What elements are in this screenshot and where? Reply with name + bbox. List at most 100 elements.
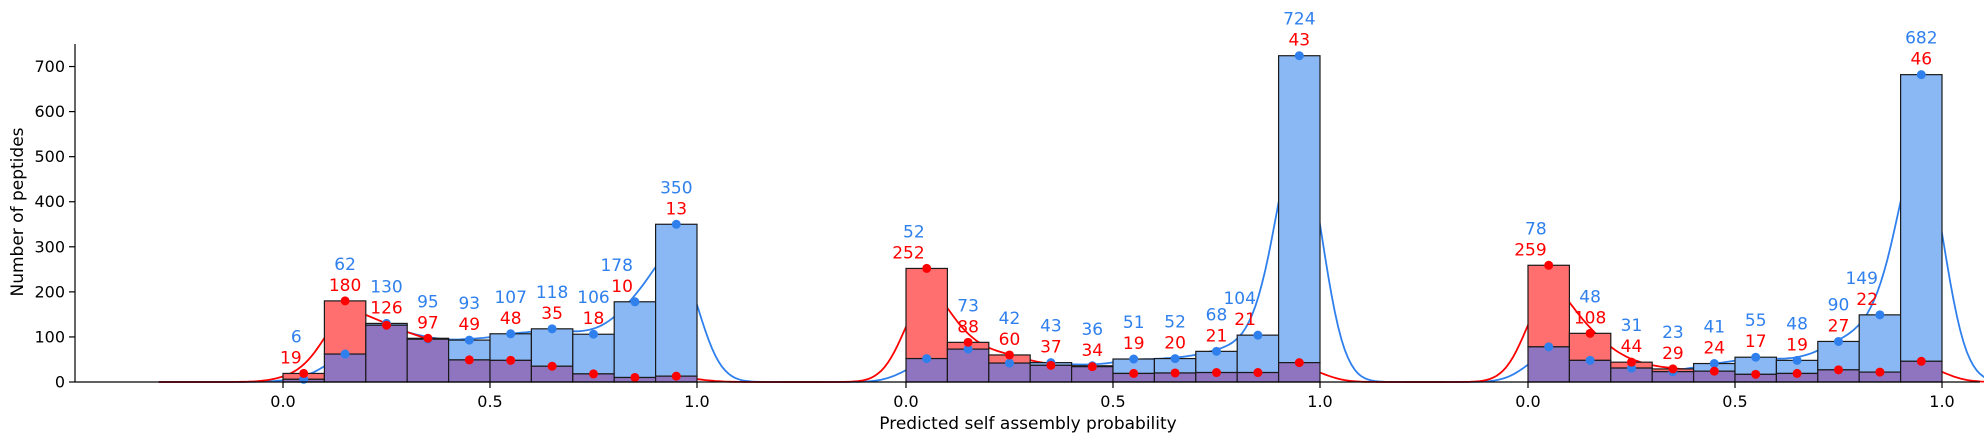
- blue-data-label: 104: [1223, 289, 1255, 309]
- blue-data-label: 6: [291, 327, 302, 347]
- y-tick-label: 600: [34, 102, 65, 121]
- blue-data-label: 23: [1662, 323, 1684, 343]
- y-tick-label: 100: [34, 327, 65, 346]
- blue-bin-marker: [1751, 352, 1761, 362]
- blue-data-label: 178: [600, 256, 632, 276]
- blue-data-label: 90: [1828, 295, 1850, 315]
- histogram-bar: [905, 267, 949, 360]
- red-bin-marker: [1170, 368, 1180, 378]
- red-data-label: 24: [1703, 339, 1725, 359]
- red-bin-marker: [1834, 365, 1843, 375]
- blue-bin-marker: [506, 329, 516, 339]
- histogram-bar: [1568, 332, 1612, 361]
- blue-bin-marker: [464, 335, 474, 345]
- x-tick-label: 0.5: [477, 392, 502, 411]
- blue-data-label: 68: [1206, 305, 1228, 325]
- red-data-label: 48: [500, 309, 522, 329]
- red-data-label: 19: [1786, 335, 1808, 355]
- blue-data-label: 62: [334, 255, 356, 275]
- y-tick-label: 500: [34, 147, 65, 166]
- x-tick-label: 1.0: [1307, 392, 1332, 411]
- x-axis-label: Predicted self assembly probability: [879, 414, 1176, 434]
- blue-data-label: 95: [417, 292, 439, 312]
- blue-data-label: 42: [999, 309, 1021, 329]
- histogram-bar: [1236, 334, 1280, 374]
- blue-data-label: 107: [494, 288, 526, 308]
- histogram-bar: [654, 223, 698, 377]
- red-bin-marker: [1294, 358, 1304, 368]
- blue-data-label: 682: [1905, 29, 1937, 49]
- red-data-label: 46: [1910, 50, 1932, 70]
- red-bin-marker: [922, 263, 932, 273]
- red-data-label: 34: [1081, 341, 1103, 361]
- red-bin-marker: [423, 333, 433, 343]
- blue-bin-marker: [1875, 310, 1885, 320]
- histogram-bar: [572, 333, 615, 375]
- red-bin-marker: [340, 296, 350, 306]
- blue-bin-marker: [1212, 346, 1221, 356]
- red-data-label: 37: [1040, 338, 1062, 358]
- histogram-bar: [323, 300, 367, 355]
- red-bin-marker: [1585, 328, 1595, 338]
- blue-data-label: 350: [660, 178, 692, 198]
- blue-bin-marker: [1585, 355, 1595, 365]
- red-data-label: 43: [1288, 31, 1310, 51]
- red-bin-marker: [1792, 368, 1802, 378]
- blue-data-label: 43: [1040, 317, 1062, 337]
- red-bin-marker: [1129, 368, 1139, 378]
- histogram-bar-overlap: [406, 338, 450, 383]
- histogram-bar: [1899, 74, 1943, 362]
- blue-bin-marker: [963, 344, 973, 354]
- blue-density-curve: [781, 137, 1445, 383]
- y-tick-label: 700: [34, 57, 65, 76]
- y-tick-label: 200: [34, 282, 65, 301]
- red-bin-marker: [1627, 357, 1636, 367]
- red-bin-marker: [1005, 350, 1014, 360]
- blue-data-label: 36: [1081, 320, 1103, 340]
- blue-data-label: 52: [1164, 313, 1186, 333]
- red-bin-marker: [1046, 360, 1056, 370]
- red-data-label: 19: [280, 348, 302, 368]
- red-bin-marker: [1087, 362, 1097, 372]
- blue-data-label: 48: [1786, 314, 1808, 334]
- blue-bin-marker: [630, 297, 640, 307]
- blue-bin-marker: [1916, 70, 1926, 80]
- red-data-label: 20: [1164, 334, 1186, 354]
- blue-data-label: 130: [370, 277, 402, 297]
- blue-data-label: 55: [1745, 311, 1767, 331]
- blue-bin-marker: [340, 349, 350, 359]
- red-bin-marker: [630, 372, 640, 382]
- x-tick-label: 0.0: [893, 392, 918, 411]
- x-tick-label: 0.5: [1100, 392, 1125, 411]
- red-data-label: 97: [417, 313, 439, 333]
- blue-bin-marker: [589, 329, 598, 339]
- red-bin-marker: [1916, 356, 1926, 366]
- blue-data-label: 73: [957, 296, 979, 316]
- red-data-label: 259: [1514, 240, 1546, 260]
- blue-data-label: 724: [1283, 10, 1315, 30]
- axes: 0.0 0.5 1.0 0.0 0.5 1.0 0.0 0.5 1.0 0 100 200 300 400…: [34, 44, 1980, 411]
- red-data-label: 17: [1745, 332, 1767, 352]
- blue-bin-marker: [671, 219, 681, 229]
- histogram-bar: [1817, 340, 1860, 371]
- x-tick-label: 0.0: [270, 392, 295, 411]
- red-data-label: 22: [1856, 290, 1878, 310]
- blue-bin-marker: [1129, 354, 1139, 364]
- x-tick-label: 0.5: [1722, 392, 1747, 411]
- y-tick-label: 0: [55, 373, 65, 392]
- x-tick-label: 0.0: [1515, 392, 1540, 411]
- histogram-bar: [613, 301, 657, 379]
- red-data-label: 18: [583, 309, 605, 329]
- red-data-label: 252: [892, 243, 924, 263]
- histogram-bar-overlap: [1527, 346, 1571, 383]
- red-data-label: 21: [1206, 326, 1228, 346]
- red-bin-marker: [589, 369, 598, 379]
- red-bin-marker: [963, 337, 973, 347]
- blue-data-label: 48: [1579, 287, 1601, 307]
- bin-markers: [299, 51, 1926, 384]
- red-data-label: 44: [1621, 337, 1643, 357]
- blue-data-label: 41: [1703, 318, 1725, 338]
- red-bin-marker: [1709, 366, 1719, 376]
